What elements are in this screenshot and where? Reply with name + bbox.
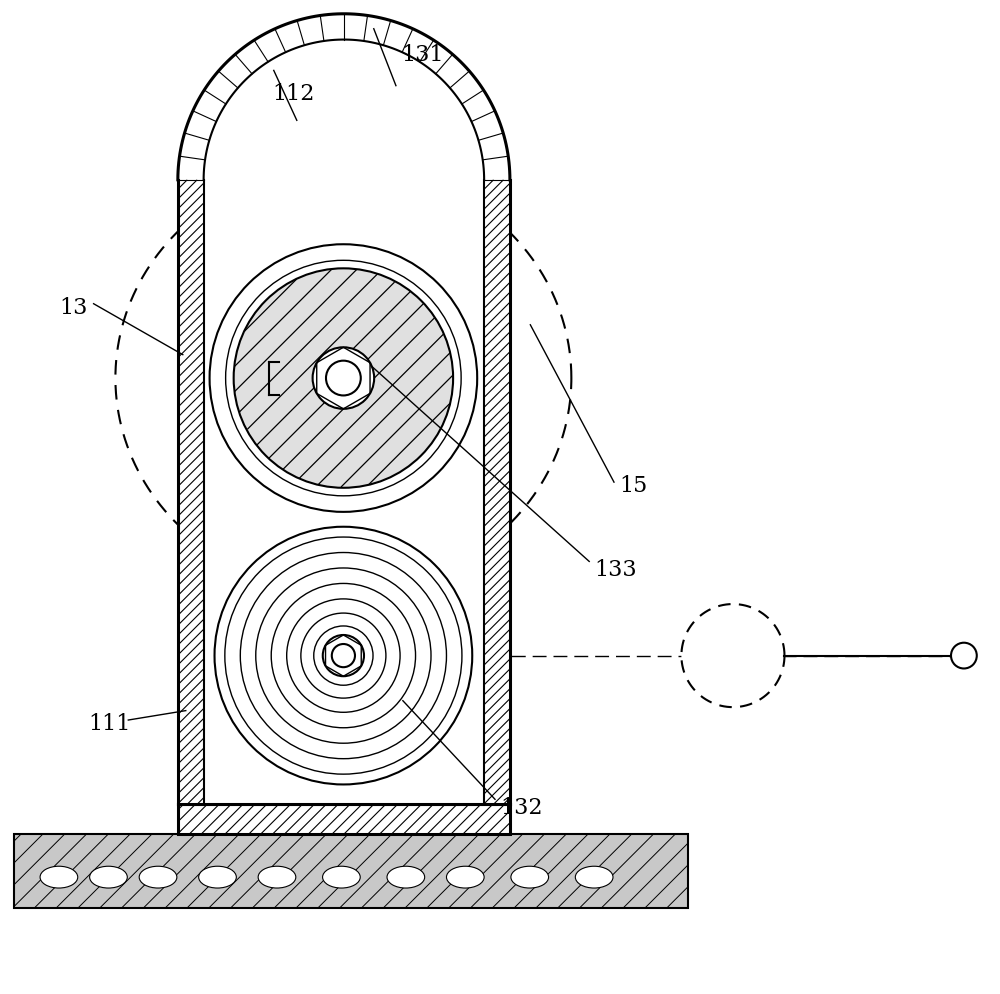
Ellipse shape bbox=[511, 866, 549, 888]
Text: 133: 133 bbox=[594, 560, 637, 581]
Text: 131: 131 bbox=[401, 44, 443, 66]
Circle shape bbox=[215, 527, 472, 784]
Circle shape bbox=[313, 347, 374, 409]
Circle shape bbox=[681, 604, 784, 707]
Ellipse shape bbox=[387, 866, 425, 888]
Text: 13: 13 bbox=[59, 296, 87, 319]
Text: 132: 132 bbox=[500, 797, 542, 819]
Circle shape bbox=[234, 268, 453, 488]
Bar bbox=[484, 180, 510, 804]
Bar bbox=[178, 180, 204, 804]
Circle shape bbox=[951, 643, 977, 669]
Circle shape bbox=[323, 635, 364, 676]
Bar bbox=[178, 804, 510, 834]
Ellipse shape bbox=[90, 866, 127, 888]
Polygon shape bbox=[178, 14, 510, 804]
Ellipse shape bbox=[258, 866, 296, 888]
Text: 111: 111 bbox=[89, 713, 131, 735]
Polygon shape bbox=[178, 14, 510, 180]
Ellipse shape bbox=[40, 866, 78, 888]
Ellipse shape bbox=[323, 866, 360, 888]
Circle shape bbox=[210, 245, 477, 512]
Circle shape bbox=[326, 361, 361, 396]
Polygon shape bbox=[14, 834, 688, 909]
Ellipse shape bbox=[575, 866, 613, 888]
Text: 112: 112 bbox=[272, 83, 314, 105]
Ellipse shape bbox=[139, 866, 177, 888]
Ellipse shape bbox=[199, 866, 236, 888]
Text: 15: 15 bbox=[619, 475, 647, 497]
Circle shape bbox=[332, 644, 355, 667]
Ellipse shape bbox=[446, 866, 484, 888]
Circle shape bbox=[226, 260, 461, 496]
